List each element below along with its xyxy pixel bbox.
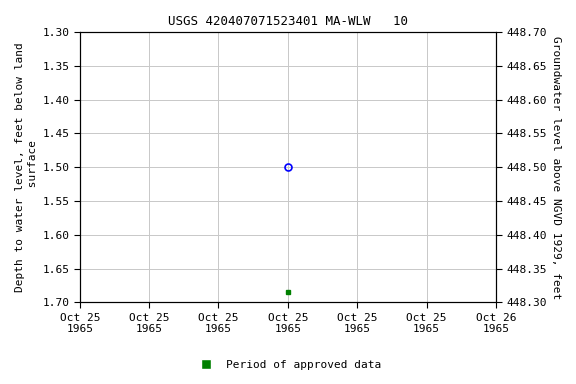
Title: USGS 420407071523401 MA-WLW   10: USGS 420407071523401 MA-WLW 10 (168, 15, 408, 28)
Y-axis label: Groundwater level above NGVD 1929, feet: Groundwater level above NGVD 1929, feet (551, 36, 561, 299)
Legend: Period of approved data: Period of approved data (191, 356, 385, 375)
Y-axis label: Depth to water level, feet below land
 surface: Depth to water level, feet below land su… (15, 42, 38, 292)
